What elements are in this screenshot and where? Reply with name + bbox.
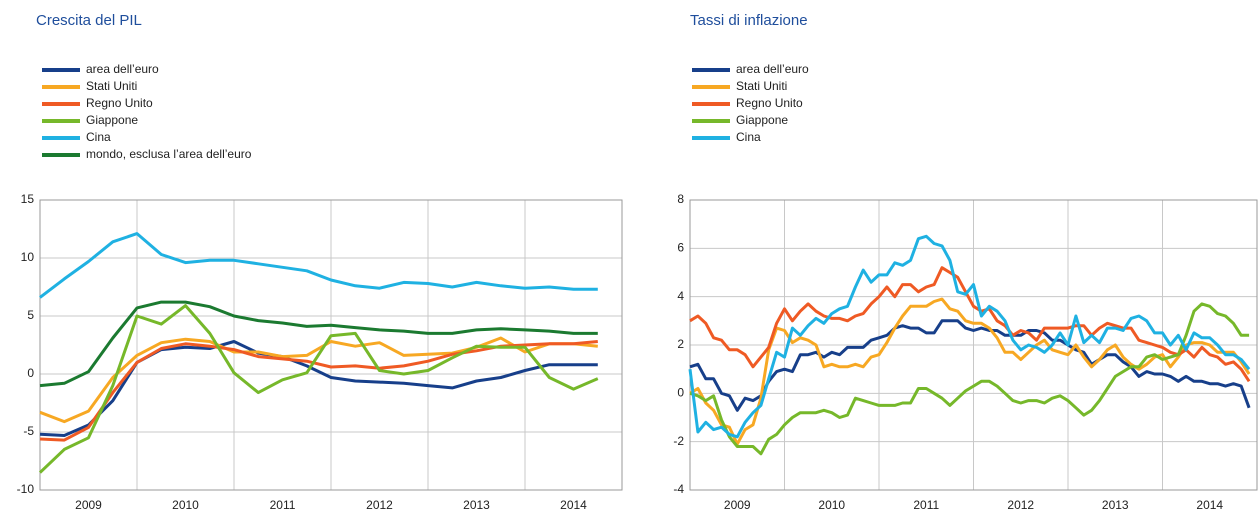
- series-line: [39, 336, 598, 424]
- y-tick-label: -5: [23, 424, 34, 438]
- x-tick-label: 2011: [913, 498, 939, 512]
- plot-frame: [689, 199, 1258, 491]
- y-tick-label: 8: [677, 192, 684, 206]
- y-tick-label: -10: [17, 482, 35, 496]
- plot-frame: [39, 199, 623, 491]
- x-tick-label: 2014: [1196, 498, 1223, 512]
- series-line: [39, 232, 598, 299]
- x-tick-label: 2013: [1102, 498, 1129, 512]
- x-tick-label: 2013: [463, 498, 490, 512]
- series-line: [689, 319, 1251, 412]
- x-tick-label: 2011: [270, 498, 296, 512]
- legend-label: area dell’euro: [86, 62, 159, 76]
- series-line: [39, 300, 598, 388]
- series-line: [689, 266, 1251, 383]
- y-tick-label: -4: [673, 482, 684, 496]
- chart-title: Tassi di inflazione: [690, 12, 808, 29]
- x-tick-label: 2012: [1007, 498, 1034, 512]
- x-tick-label: 2010: [818, 498, 845, 512]
- y-tick-label: 6: [677, 241, 684, 255]
- legend-label: Stati Uniti: [86, 79, 137, 93]
- series-line: [38, 304, 599, 474]
- x-tick-label: 2012: [366, 498, 393, 512]
- legend-label: Regno Unito: [86, 96, 153, 110]
- chart-title: Crescita del PIL: [36, 12, 142, 29]
- x-tick-label: 2014: [560, 498, 587, 512]
- legend-label: Cina: [736, 130, 761, 144]
- x-tick-label: 2010: [172, 498, 199, 512]
- legend-label: Stati Uniti: [736, 79, 787, 93]
- series-line: [689, 302, 1250, 456]
- legend-label: Giappone: [736, 113, 788, 127]
- y-tick-label: -2: [673, 434, 684, 448]
- y-tick-label: 10: [21, 250, 35, 264]
- legend-label: mondo, esclusa l’area dell’euro: [86, 147, 252, 161]
- x-tick-label: 2009: [724, 498, 751, 512]
- legend-label: Cina: [86, 130, 111, 144]
- y-tick-label: 4: [677, 289, 684, 303]
- legend-label: area dell’euro: [736, 62, 809, 76]
- legend-label: Regno Unito: [736, 96, 803, 110]
- y-tick-label: 0: [677, 386, 684, 400]
- y-tick-label: 15: [21, 192, 35, 206]
- y-tick-label: 0: [27, 366, 34, 380]
- legend-label: Giappone: [86, 113, 138, 127]
- y-tick-label: 2: [677, 337, 684, 351]
- x-tick-label: 2009: [75, 498, 102, 512]
- y-tick-label: 5: [27, 308, 34, 322]
- series-line: [689, 297, 1251, 446]
- series-line: [688, 234, 1251, 439]
